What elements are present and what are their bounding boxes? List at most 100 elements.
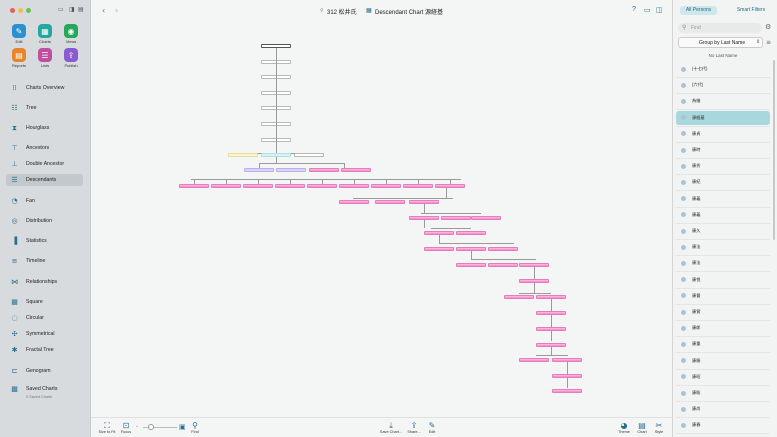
- toolbar-charts-button[interactable]: ▦ Charts: [35, 24, 55, 44]
- person-list-item[interactable]: 康久: [676, 224, 770, 238]
- person-node[interactable]: [456, 231, 486, 235]
- zoom-in-icon[interactable]: ▣: [179, 423, 186, 431]
- tab-all-persons[interactable]: All Persons: [680, 6, 717, 15]
- person-list-item[interactable]: 康法: [676, 256, 770, 270]
- person-node[interactable]: [409, 216, 439, 220]
- person-node[interactable]: [456, 247, 486, 251]
- person-node[interactable]: [536, 343, 566, 347]
- person-list-item[interactable]: 康貞: [676, 127, 770, 141]
- close-window-button[interactable]: [10, 8, 15, 13]
- person-list-item[interactable]: (六代): [676, 78, 770, 92]
- nav-item-fan[interactable]: ◔ Fan: [6, 195, 83, 207]
- chart-settings-button[interactable]: ▤ Chart: [634, 421, 650, 434]
- nav-item-statistics[interactable]: ▐ Statistics: [6, 235, 83, 247]
- chart-canvas[interactable]: [91, 22, 672, 417]
- person-node[interactable]: [307, 184, 337, 188]
- filter-icon[interactable]: ≡: [766, 39, 772, 46]
- person-node[interactable]: [261, 153, 291, 157]
- nav-item-relationships[interactable]: ⋈ Relationships: [6, 276, 83, 288]
- person-list-item[interactable]: 康時: [676, 143, 770, 157]
- person-list-item[interactable]: 康聡: [676, 386, 770, 400]
- size-to-fit-button[interactable]: ⛶ Size to Fit: [98, 421, 116, 434]
- person-list-item[interactable]: 康法: [676, 240, 770, 254]
- person-node[interactable]: [244, 168, 274, 172]
- person-node[interactable]: [552, 358, 582, 362]
- person-node[interactable]: [211, 184, 241, 188]
- breadcrumb-person[interactable]: 312 松井氏: [327, 10, 357, 16]
- person-node[interactable]: [409, 200, 439, 204]
- edit-button[interactable]: ✎ Edit: [425, 421, 439, 434]
- toolbar-lists-button[interactable]: ☰ Lists: [35, 48, 55, 68]
- layout-icon[interactable]: ▤: [78, 6, 84, 13]
- help-icon[interactable]: ?: [632, 6, 636, 13]
- toolbar-edit-button[interactable]: ✎ Edit: [9, 24, 29, 44]
- find-button[interactable]: ⚲ Find: [188, 421, 202, 434]
- chart-title[interactable]: Descendant Chart 源経基: [375, 10, 444, 16]
- person-node[interactable]: [339, 200, 369, 204]
- nav-item-ancestors[interactable]: ⊤ Ancestors: [6, 142, 83, 154]
- person-list-item[interactable]: 源経基: [676, 110, 770, 125]
- person-list-item[interactable]: 康昭: [676, 370, 770, 384]
- person-node[interactable]: [309, 168, 339, 172]
- sidebar-toggle-icon[interactable]: ▭: [58, 6, 64, 13]
- zoom-slider[interactable]: [143, 427, 177, 428]
- nav-item-fractal-tree[interactable]: ✱ Fractal Tree: [6, 344, 83, 356]
- person-node[interactable]: [339, 184, 369, 188]
- person-list-item[interactable]: 康督: [676, 289, 770, 303]
- person-node[interactable]: [471, 216, 501, 220]
- person-node[interactable]: [519, 358, 549, 362]
- person-node[interactable]: [552, 389, 582, 393]
- person-list-item[interactable]: (十七代): [676, 62, 770, 76]
- person-list-item[interactable]: 康紀: [676, 175, 770, 189]
- person-node[interactable]: [424, 231, 454, 235]
- person-node[interactable]: [536, 327, 566, 331]
- window-icon[interactable]: ▭: [644, 6, 651, 14]
- theme-button[interactable]: ◕ Theme: [616, 421, 632, 434]
- person-node[interactable]: [536, 311, 566, 315]
- nav-item-genogram[interactable]: ⊏ Genogram: [6, 365, 83, 377]
- person-node[interactable]: [243, 184, 273, 188]
- person-list-item[interactable]: 康春: [676, 418, 770, 432]
- nav-item-distribution[interactable]: ◎ Distribution: [6, 215, 83, 227]
- group-by-select[interactable]: Group by Last Name ⇕: [678, 37, 763, 48]
- person-node[interactable]: [552, 374, 582, 378]
- nav-item-double-ancestor[interactable]: ⊥ Double Ancestor: [6, 158, 83, 170]
- person-list-item[interactable]: 康秀: [676, 159, 770, 173]
- toolbar-views-button[interactable]: ◉ Views: [61, 24, 81, 44]
- person-node[interactable]: [261, 44, 291, 48]
- forward-arrow-icon[interactable]: ›: [115, 6, 119, 15]
- gear-icon[interactable]: ⚙: [765, 23, 772, 31]
- nav-item-circular[interactable]: ◌ Circular: [6, 312, 83, 324]
- person-node[interactable]: [228, 153, 258, 157]
- person-list-item[interactable]: 康實: [676, 305, 770, 319]
- nav-item-tree[interactable]: ☷ Tree: [6, 102, 83, 114]
- toolbar-publish-button[interactable]: ⇪ Publish: [61, 48, 81, 68]
- save-chart-button[interactable]: ⤓ Save Chart...: [379, 421, 403, 434]
- zoom-out-icon[interactable]: ▫: [136, 424, 138, 430]
- share-button[interactable]: ⇪ Share...: [405, 421, 423, 434]
- search-field[interactable]: ⚲ Find: [678, 23, 762, 33]
- person-list-item[interactable]: 康郎: [676, 321, 770, 335]
- scrollbar[interactable]: [773, 60, 775, 240]
- person-list-item[interactable]: 康重: [676, 337, 770, 351]
- person-node[interactable]: [488, 263, 518, 267]
- back-arrow-icon[interactable]: ‹: [102, 6, 106, 15]
- focus-button[interactable]: ⊡ Focus: [120, 421, 132, 434]
- person-node[interactable]: [519, 279, 549, 283]
- person-node[interactable]: [441, 216, 471, 220]
- nav-item-symmetrical[interactable]: ✣ Symmetrical: [6, 328, 83, 340]
- person-list-item[interactable]: 康義: [676, 208, 770, 222]
- nav-item-saved-charts[interactable]: ▩ Saved Charts: [6, 383, 83, 395]
- person-node[interactable]: [375, 200, 405, 204]
- person-node[interactable]: [179, 184, 209, 188]
- nav-item-timeline[interactable]: ≡ Timeline: [6, 255, 83, 267]
- person-list-item[interactable]: 康義: [676, 192, 770, 206]
- person-node[interactable]: [424, 247, 454, 251]
- person-list-item[interactable]: 康悦: [676, 273, 770, 287]
- style-button[interactable]: ✂ Style: [651, 421, 667, 434]
- nav-item-descendants[interactable]: ☰ Descendants: [6, 174, 83, 186]
- toolbar-reports-button[interactable]: ▤ Reports: [9, 48, 29, 68]
- person-node[interactable]: [536, 295, 566, 299]
- tab-smart-filters[interactable]: Smart Filters: [736, 7, 766, 13]
- person-node[interactable]: [504, 295, 534, 299]
